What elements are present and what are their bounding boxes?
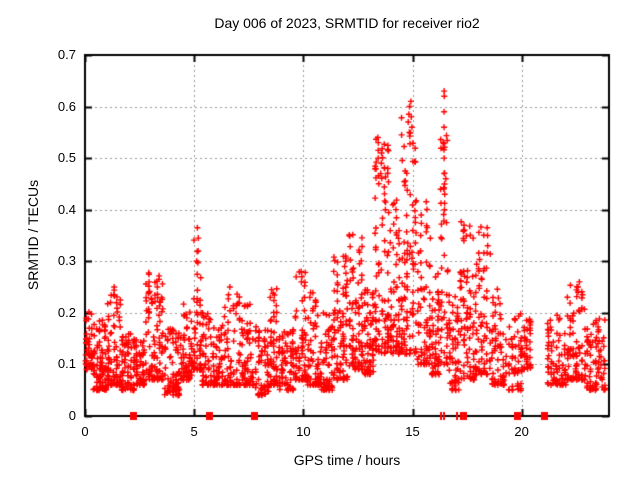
x-tick-label: 15 — [405, 424, 420, 439]
y-tick-label: 0.4 — [57, 201, 76, 217]
y-tick-label: 0.2 — [57, 304, 76, 320]
y-tick-label: 0.6 — [57, 98, 76, 114]
y-axis-label: SRMTID / TECUs — [25, 179, 41, 291]
x-tick-label: 5 — [190, 424, 198, 439]
y-tick-label: 0.5 — [57, 150, 76, 166]
x-tick-label: 20 — [514, 424, 529, 439]
x-axis-label: GPS time / hours — [293, 452, 401, 468]
y-tick-label: 0.3 — [57, 253, 76, 269]
y-tick-label: 0.1 — [57, 356, 76, 372]
x-tick-label: 0 — [81, 424, 89, 439]
y-tick-label: 0 — [68, 408, 76, 423]
chart-title: Day 006 of 2023, SRMTID for receiver rio… — [214, 15, 480, 31]
y-tick-label: 0.7 — [57, 47, 76, 62]
x-tick-label: 10 — [296, 424, 311, 439]
